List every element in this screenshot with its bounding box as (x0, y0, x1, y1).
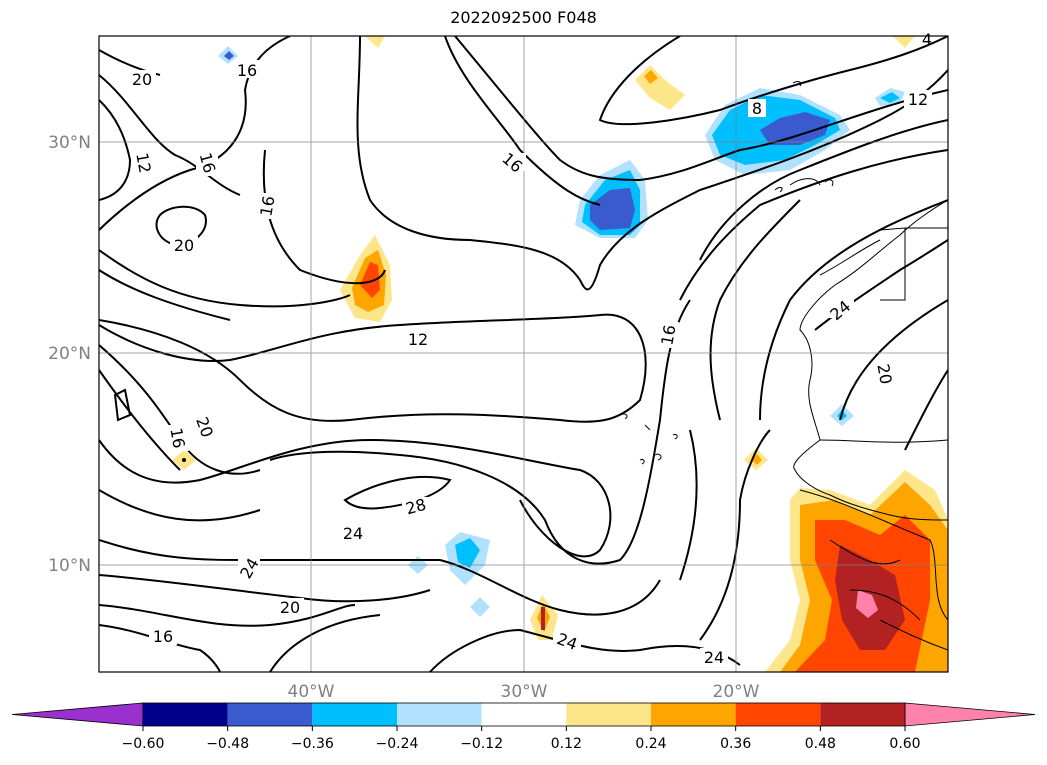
longitude-labels: 40°W 30°W 20°W (288, 682, 760, 702)
colorbar-swatch (481, 703, 567, 726)
latitude-labels: 30°N 20°N 10°N (48, 133, 91, 576)
contour-label: 20 (132, 70, 152, 89)
contour-label: 12 (908, 90, 928, 109)
contour-label: 24 (343, 524, 363, 543)
contour-label: 16 (196, 151, 220, 176)
colorbar-tick-label: 0.24 (635, 736, 666, 752)
colorbar-tick-label: 0.48 (805, 736, 836, 752)
lon-label: 20°W (713, 682, 760, 702)
lat-label: 30°N (48, 133, 91, 153)
colorbar-frame (142, 702, 906, 727)
coastline (619, 81, 948, 651)
colorbar-tick-label: −0.48 (206, 736, 249, 752)
contour-label: 12 (408, 330, 428, 349)
contour-label: 16 (256, 194, 278, 217)
contour-label: 20 (873, 362, 895, 385)
colorbar-tick-label: 0.60 (889, 736, 920, 752)
colorbar: −0.60 −0.48 −0.36 −0.24 −0.12 0.12 0.24 0.36 0.4… (11, 702, 1036, 752)
colorbar-tick-label: −0.60 (122, 736, 165, 752)
contour-label: 28 (404, 495, 429, 519)
colorbar-swatch (312, 703, 397, 726)
colorbar-swatch (397, 703, 482, 726)
contour-label: 12 (132, 151, 154, 174)
lat-label: 10°N (48, 556, 91, 576)
colorbar-swatch (566, 703, 651, 726)
colorbar-swatch (143, 703, 228, 726)
lat-label: 20°N (48, 344, 91, 364)
contour-label: 16 (166, 426, 188, 449)
colorbar-tick-label: 0.12 (551, 736, 582, 752)
colorbar-extend-min (11, 702, 144, 727)
lon-label: 30°W (501, 682, 548, 702)
colorbar-tick-label: −0.36 (291, 736, 334, 752)
contour-label: 4 (922, 30, 932, 49)
colorbar-tick-label: 0.36 (720, 736, 751, 752)
colorbar-extend-max (904, 702, 1036, 727)
contour-label: 16 (657, 323, 679, 346)
colorbar-swatch (735, 703, 821, 726)
contour-label: 16 (237, 61, 257, 80)
colorbar-swatch (651, 703, 736, 726)
contour-label: 20 (174, 236, 194, 255)
colorbar-swatch (820, 703, 905, 726)
lon-label: 40°W (288, 682, 335, 702)
map-title: 2022092500 F048 (450, 8, 597, 27)
colorbar-swatch (227, 703, 313, 726)
contour-label: 8 (752, 99, 762, 118)
colorbar-tick-label: −0.24 (376, 736, 419, 752)
map-frame (98, 35, 949, 673)
contour-label: 16 (153, 627, 173, 646)
contour-label-group: 20 16 12 16 16 20 16 12 16 8 12 24 20 16… (128, 30, 932, 667)
map-plot-area (99, 36, 948, 672)
contour-label: 20 (280, 598, 300, 617)
contour-label: 24 (704, 648, 724, 667)
colorbar-tick-label: −0.12 (460, 736, 503, 752)
gridlines (99, 36, 948, 672)
